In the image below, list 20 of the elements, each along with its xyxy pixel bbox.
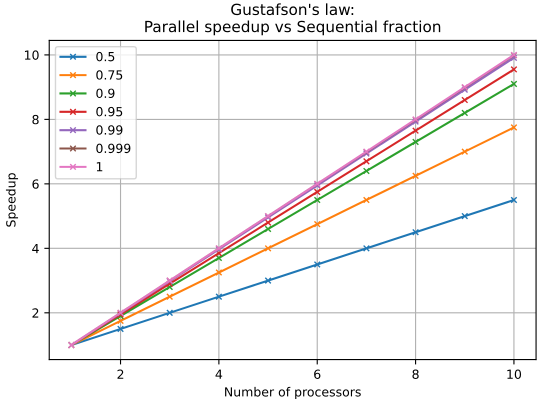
x-tick-label: 6 [314, 370, 320, 379]
legend-label: 0.95 [96, 106, 122, 116]
legend-label: 0.5 [96, 52, 114, 62]
legend-label: 0.99 [96, 125, 122, 135]
legend-label: 0.75 [96, 70, 122, 80]
x-axis-title: Number of processors [225, 386, 361, 400]
y-axis-title: Speedup [6, 173, 18, 227]
y-tick-label: 4 [32, 244, 39, 254]
x-tick-label: 8 [412, 370, 419, 379]
x-tick-label: 4 [216, 370, 222, 379]
legend-label: 1 [96, 162, 102, 172]
legend-label: 0.9 [96, 88, 114, 98]
x-tick-label: 10 [507, 370, 522, 379]
y-tick-label: 10 [24, 50, 39, 60]
y-tick-label: 2 [32, 308, 38, 318]
legend-label: 0.999 [96, 144, 130, 154]
y-tick-label: 6 [32, 179, 39, 189]
y-tick-label: 8 [32, 114, 39, 124]
x-tick-label: 2 [117, 370, 124, 379]
chart-title: Gustafson's law: Parallel speedup vs Sequential fraction [145, 3, 440, 36]
